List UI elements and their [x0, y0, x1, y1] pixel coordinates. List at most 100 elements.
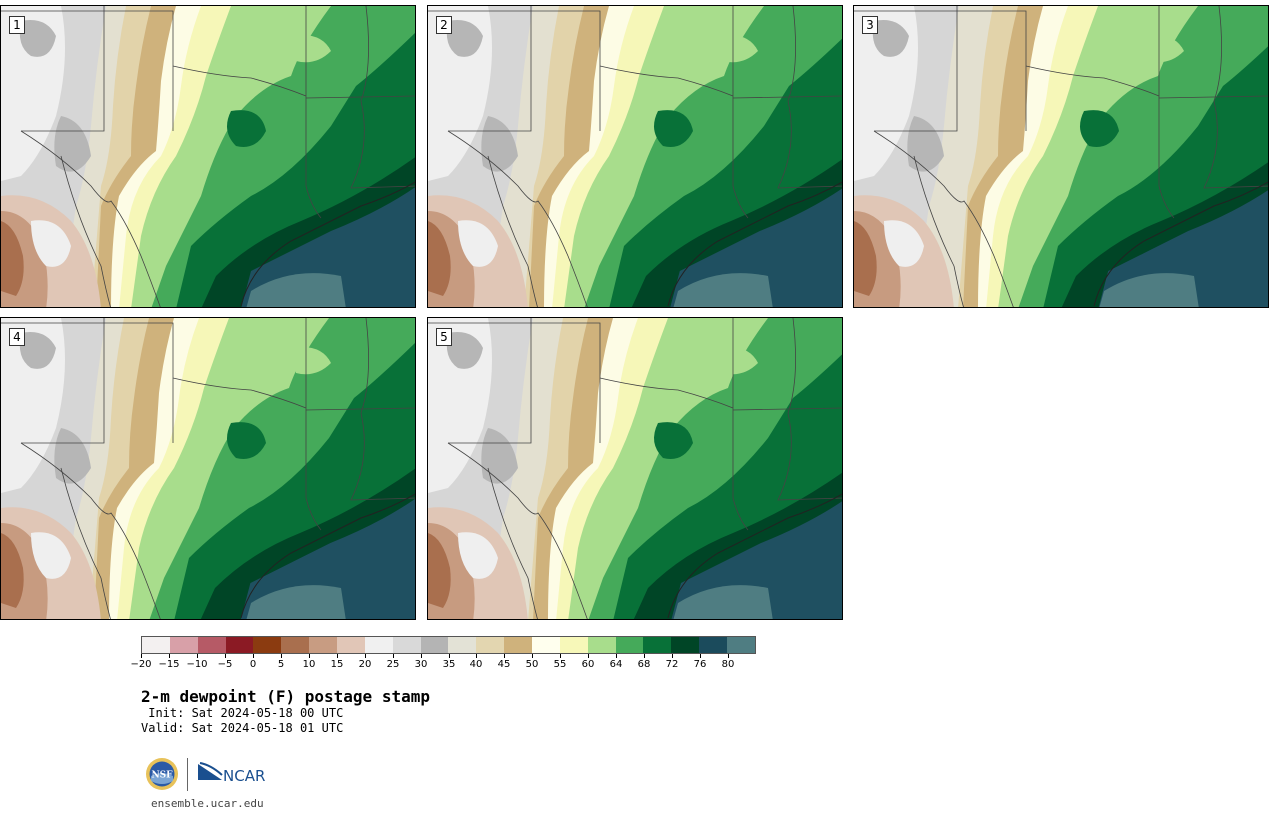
state-border — [777, 6, 842, 189]
colorbar-swatch — [309, 637, 338, 653]
colorbar-swatch — [197, 637, 226, 653]
panel-number-label: 2 — [436, 16, 452, 34]
init-time: Init: Sat 2024-05-18 00 UTC — [141, 706, 344, 720]
map-panel-3: 3 — [853, 5, 1269, 308]
dewpoint-region — [246, 273, 346, 307]
colorbar-tick-label: 76 — [693, 659, 707, 670]
country-border — [20, 130, 161, 307]
dewpoint-region — [227, 110, 266, 147]
dewpoint-region — [54, 116, 91, 172]
colorbar-swatch — [253, 637, 282, 653]
colorbar-swatch — [615, 637, 644, 653]
dewpoint-map-3 — [854, 6, 1268, 307]
state-border — [448, 318, 532, 444]
state-border — [448, 6, 532, 132]
state-border — [1203, 6, 1268, 189]
colorbar-tick-label: 50 — [525, 659, 539, 670]
colorbar-tick-label: 72 — [665, 659, 679, 670]
dewpoint-region — [1, 221, 24, 296]
colorbar-tick-mark — [421, 654, 422, 658]
colorbar-tick-mark — [560, 654, 561, 658]
state-border — [1, 10, 174, 131]
colorbar-tick-label: 10 — [302, 659, 316, 670]
state-border — [777, 318, 842, 501]
colorbar-tick-label: 64 — [609, 659, 623, 670]
dewpoint-region — [481, 428, 518, 484]
state-border — [305, 95, 415, 99]
dewpoint-region — [458, 220, 498, 267]
ncar-logo: NCAR — [198, 762, 265, 785]
state-border — [428, 322, 601, 443]
country-border — [487, 467, 538, 619]
colorbar-tick-label: −15 — [158, 659, 180, 670]
state-border — [305, 407, 415, 411]
colorbar-tick-mark — [532, 654, 533, 658]
colorbar-swatch — [169, 637, 198, 653]
country-border — [447, 130, 588, 307]
panel-number-label: 3 — [862, 16, 878, 34]
colorbar-swatch — [699, 637, 728, 653]
country-border — [447, 442, 588, 619]
colorbar-tick-mark — [169, 654, 170, 658]
colorbar-swatch — [504, 637, 533, 653]
state-border — [350, 6, 415, 189]
dewpoint-region — [481, 116, 518, 172]
coastline — [1093, 181, 1268, 307]
state-border — [428, 10, 601, 131]
colorbar-tick-mark — [281, 654, 282, 658]
colorbar-swatch — [671, 637, 700, 653]
colorbar-tick-label: 30 — [414, 659, 428, 670]
dewpoint-region — [291, 35, 331, 63]
colorbar-swatch — [643, 637, 672, 653]
dewpoint-region — [54, 428, 91, 484]
colorbar-swatch — [448, 637, 477, 653]
colorbar-tick-label: 5 — [277, 659, 285, 670]
country-border — [913, 155, 964, 307]
nsf-logo: NSF — [146, 758, 178, 790]
map-panel-2: 2 — [427, 5, 843, 308]
colorbar-tick-mark — [588, 654, 589, 658]
state-border — [172, 377, 307, 409]
country-border — [873, 130, 1014, 307]
dewpoint-region — [872, 20, 909, 57]
colorbar-swatch — [364, 637, 393, 653]
colorbar-tick-mark — [337, 654, 338, 658]
colorbar-swatch — [337, 637, 365, 653]
state-border — [1, 322, 174, 443]
svg-text:NCAR: NCAR — [223, 767, 265, 785]
country-border — [487, 155, 538, 307]
state-border — [1025, 65, 1160, 97]
colorbar-tick-label: −5 — [217, 659, 233, 670]
dewpoint-region — [718, 347, 758, 375]
dewpoint-region — [31, 532, 71, 579]
colorbar-tick-mark — [672, 654, 673, 658]
dewpoint-colorbar — [141, 636, 756, 654]
colorbar-tick-mark — [449, 654, 450, 658]
colorbar-tick-label: 40 — [469, 659, 483, 670]
dewpoint-region — [458, 532, 498, 579]
colorbar-swatch — [225, 637, 254, 653]
colorbar-swatch — [727, 637, 755, 653]
state-border — [1158, 6, 1175, 219]
dewpoint-region — [718, 35, 758, 63]
colorbar-tick-mark — [365, 654, 366, 658]
dewpoint-map-2 — [428, 6, 842, 307]
dewpoint-region — [1080, 110, 1119, 147]
dewpoint-region — [246, 585, 346, 619]
country-border — [60, 155, 111, 307]
map-panel-1: 1 — [0, 5, 416, 308]
dewpoint-map-1 — [1, 6, 415, 307]
colorbar-tick-mark — [253, 654, 254, 658]
colorbar-swatch — [476, 637, 505, 653]
panel-number-label: 4 — [9, 328, 25, 346]
state-border — [732, 95, 842, 99]
state-border — [732, 6, 749, 219]
dewpoint-region — [19, 20, 56, 57]
colorbar-tick-mark — [476, 654, 477, 658]
dewpoint-region — [291, 347, 331, 375]
state-border — [21, 318, 105, 444]
panel-number-label: 1 — [9, 16, 25, 34]
dewpoint-region — [1, 533, 24, 608]
valid-time: Valid: Sat 2024-05-18 01 UTC — [141, 721, 344, 735]
colorbar-swatch — [142, 637, 170, 653]
